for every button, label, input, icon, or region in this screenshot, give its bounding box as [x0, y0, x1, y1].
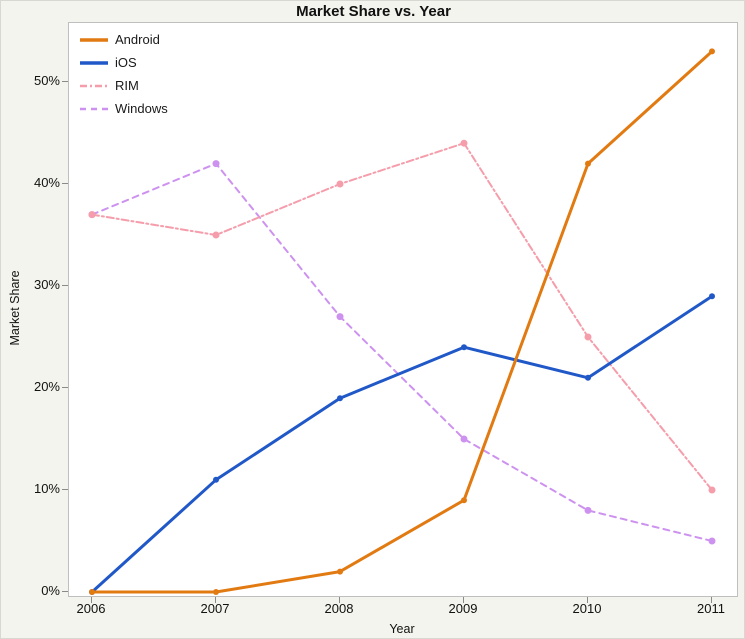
data-point-rim-2008 [336, 180, 344, 188]
x-tick-mark [339, 597, 340, 603]
data-point-android-2006 [89, 589, 95, 595]
legend-swatch-rim-icon [80, 84, 108, 87]
chart-canvas [88, 48, 716, 595]
data-point-ios-2009 [461, 344, 467, 351]
y-tick-mark [62, 591, 68, 592]
chart-title: Market Share vs. Year [296, 3, 451, 20]
data-point-windows-2008 [336, 313, 344, 321]
y-tick-label-30: 30% [33, 277, 60, 292]
data-point-rim-2010 [584, 333, 592, 341]
y-tick-label-10: 10% [33, 481, 60, 496]
series-line-windows [91, 162, 713, 542]
legend-swatch-windows-icon [80, 107, 108, 110]
legend-label-windows: Windows [115, 101, 168, 116]
x-tick-label-2011: 2011 [697, 601, 725, 616]
legend-swatch-android-icon [80, 37, 108, 42]
data-point-ios-2011 [709, 293, 715, 300]
data-point-windows-2009 [460, 435, 468, 443]
data-point-android-2007 [213, 589, 219, 595]
x-tick-label-2007: 2007 [200, 601, 230, 616]
series-line-ios [90, 294, 714, 594]
x-tick-label-2010: 2010 [572, 601, 602, 616]
data-point-ios-2007 [213, 476, 219, 483]
legend-label-ios: iOS [115, 55, 137, 70]
data-point-android-2009 [461, 497, 467, 504]
x-tick-mark [463, 597, 464, 603]
x-tick-label-2008: 2008 [324, 601, 354, 616]
legend: Android iOS RIM Windows [80, 28, 168, 120]
legend-item-android: Android [80, 28, 168, 51]
data-point-rim-2011 [708, 486, 716, 494]
data-point-rim-2009 [460, 139, 468, 147]
data-point-rim-2006 [88, 211, 96, 219]
x-tick-mark [91, 597, 92, 603]
y-tick-label-0: 0% [41, 583, 60, 598]
legend-label-rim: RIM [115, 78, 139, 93]
y-tick-label-50: 50% [33, 73, 60, 88]
y-tick-mark [62, 489, 68, 490]
y-tick-mark [62, 81, 68, 82]
y-tick-mark [62, 387, 68, 388]
y-tick-mark [62, 183, 68, 184]
series-line-rim [91, 142, 713, 491]
y-tick-mark [62, 285, 68, 286]
x-tick-mark [711, 597, 712, 603]
data-point-android-2008 [337, 568, 343, 575]
data-point-ios-2010 [585, 374, 591, 381]
data-point-android-2011 [709, 48, 715, 55]
data-point-ios-2008 [337, 395, 343, 402]
data-point-windows-2010 [584, 506, 592, 514]
data-point-android-2010 [585, 160, 591, 167]
plot-area [68, 22, 738, 597]
legend-item-rim: RIM [80, 74, 168, 97]
legend-item-windows: Windows [80, 97, 168, 120]
x-tick-mark [587, 597, 588, 603]
legend-swatch-ios-icon [80, 60, 108, 65]
y-tick-label-20: 20% [33, 379, 60, 394]
y-axis-title: Market Share [8, 270, 22, 346]
x-tick-label-2006: 2006 [76, 601, 106, 616]
x-axis-title: Year [389, 622, 415, 636]
legend-item-ios: iOS [80, 51, 168, 74]
series-line-android [90, 49, 714, 594]
y-tick-label-40: 40% [33, 175, 60, 190]
data-point-windows-2011 [708, 537, 716, 545]
x-tick-label-2009: 2009 [448, 601, 478, 616]
data-point-windows-2007 [212, 160, 220, 168]
x-tick-mark [215, 597, 216, 603]
data-point-rim-2007 [212, 231, 220, 239]
legend-label-android: Android [115, 32, 160, 47]
